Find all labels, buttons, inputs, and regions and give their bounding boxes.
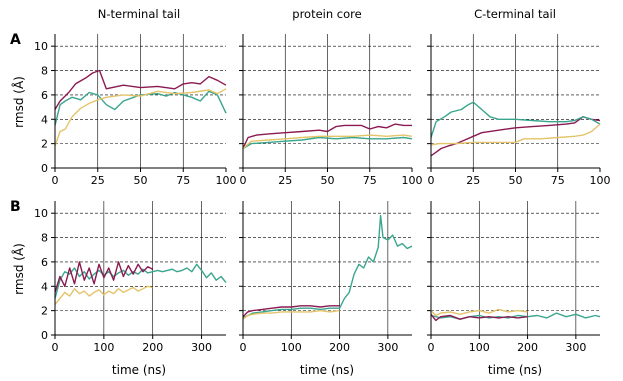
x-tick-label: 0 — [428, 341, 435, 354]
y-tick-label: 4 — [41, 113, 48, 126]
series-line-2 — [430, 101, 601, 138]
y-tick-label: 2 — [41, 138, 48, 151]
series-line-3 — [430, 308, 528, 317]
col-title-c-terminal: C-terminal tail — [474, 7, 556, 21]
x-tick-label: 200 — [142, 341, 163, 354]
y-axis-label-a: rmsd (Å) — [11, 76, 26, 128]
y-tick-label: 10 — [34, 207, 48, 220]
y-tick-label: 6 — [41, 89, 48, 102]
x-tick-label: 100 — [402, 174, 423, 187]
series-line-3 — [430, 123, 601, 146]
x-axis-label-3: time (ns) — [488, 363, 542, 377]
x-tick-label: 75 — [551, 174, 565, 187]
series-line-1 — [242, 123, 412, 149]
x-axis-label-2: time (ns) — [300, 363, 354, 377]
x-tick-label: 300 — [565, 341, 586, 354]
x-tick-label: 100 — [469, 341, 490, 354]
x-tick-label: 100 — [281, 341, 302, 354]
series-line-1 — [54, 69, 227, 110]
x-tick-label: 300 — [377, 341, 398, 354]
series-line-2 — [54, 261, 154, 293]
series-line-2 — [242, 136, 413, 150]
x-tick-label: 0 — [240, 341, 247, 354]
y-tick-label: 4 — [41, 280, 48, 293]
plot-panel-2: 0 25 50 75 100 — [239, 34, 423, 187]
series-line-2 — [430, 313, 528, 322]
panel-label-a: A — [10, 32, 21, 48]
x-tick-label: 300 — [191, 341, 212, 354]
series-line-1 — [430, 116, 601, 157]
x-tick-label: 0 — [428, 174, 435, 187]
plot-panel-3: 0 25 50 75 100 — [427, 34, 611, 187]
x-tick-label: 100 — [216, 174, 237, 187]
x-tick-label: 25 — [278, 174, 292, 187]
y-tick-label: 8 — [41, 232, 48, 245]
x-tick-label: 100 — [590, 174, 611, 187]
plot-panel-5: 0 100 200 300 — [239, 201, 413, 354]
x-tick-label: 25 — [91, 174, 105, 187]
series-line-2 — [54, 90, 227, 126]
x-tick-label: 0 — [240, 174, 247, 187]
series-line-1 — [242, 214, 413, 319]
y-tick-label: 2 — [41, 305, 48, 318]
x-tick-label: 50 — [134, 174, 148, 187]
y-tick-label: 10 — [34, 40, 48, 53]
y-axis-label-b: rmsd (Å) — [11, 243, 26, 295]
col-title-protein-core: protein core — [292, 7, 361, 21]
panel-label-b: B — [10, 199, 21, 215]
series-line-1 — [54, 263, 227, 299]
x-tick-label: 0 — [52, 341, 59, 354]
y-tick-label: 0 — [41, 162, 48, 175]
series-line-2 — [242, 305, 340, 318]
x-tick-label: 50 — [509, 174, 523, 187]
x-tick-label: 100 — [93, 341, 114, 354]
x-tick-label: 200 — [329, 341, 350, 354]
x-tick-label: 200 — [517, 341, 538, 354]
plot-panel-6: 0 100 200 300 — [427, 201, 601, 354]
x-tick-label: 25 — [466, 174, 480, 187]
x-axis-label-1: time (ns) — [112, 363, 166, 377]
col-title-n-terminal: N-terminal tail — [98, 7, 180, 21]
y-tick-label: 8 — [41, 65, 48, 78]
series-line-3 — [54, 88, 227, 147]
series-line-3 — [242, 309, 340, 320]
x-tick-label: 50 — [321, 174, 335, 187]
x-tick-label: 75 — [363, 174, 377, 187]
x-tick-label: 0 — [52, 174, 59, 187]
series-line-3 — [54, 285, 153, 305]
y-tick-label: 0 — [41, 329, 48, 342]
series-line-3 — [242, 134, 413, 150]
x-tick-label: 75 — [176, 174, 190, 187]
y-tick-label: 6 — [41, 256, 48, 269]
